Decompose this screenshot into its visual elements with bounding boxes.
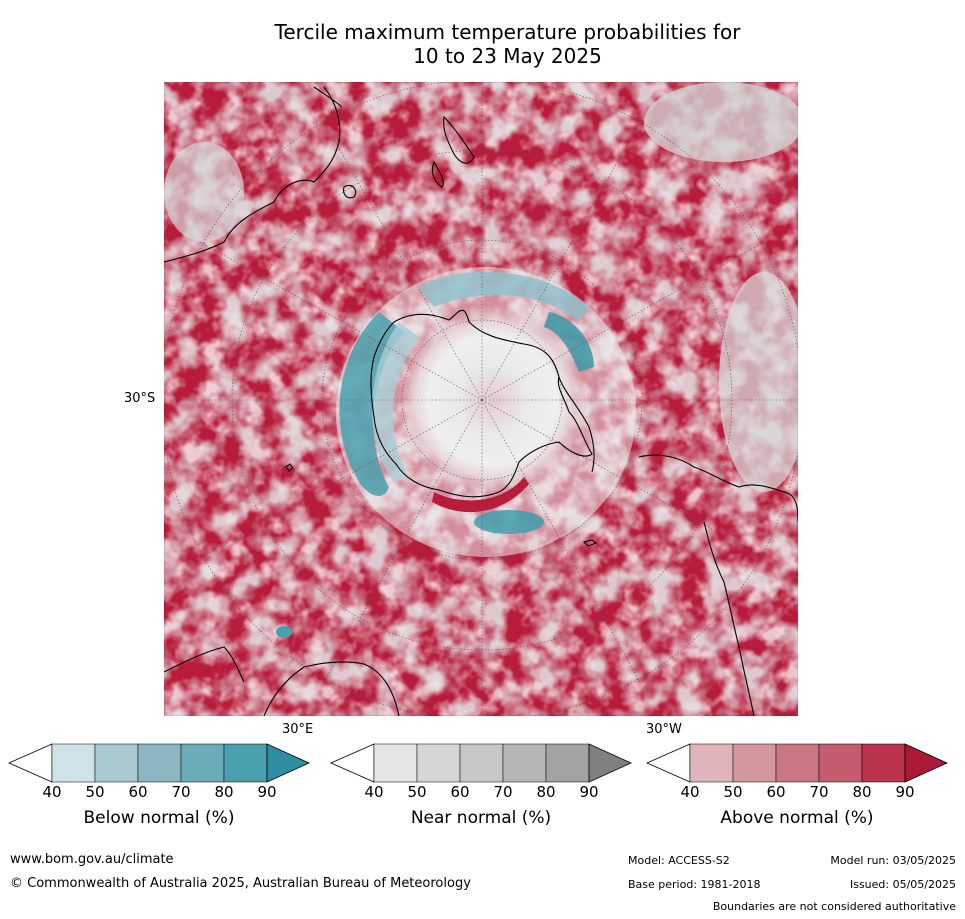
footer-url: www.bom.gov.au/climate <box>10 852 174 867</box>
cbar-below-label: Below normal (%) <box>83 808 235 828</box>
cbar-near-tick-80: 80 <box>536 783 556 801</box>
below-normal-arc-west-light <box>372 322 419 482</box>
cbar-near-tick-70: 70 <box>493 783 513 801</box>
antarctica-coast <box>370 309 593 498</box>
africa-coast <box>164 646 400 716</box>
antarctic-peninsula <box>558 376 595 473</box>
cbar-below-tick-50: 50 <box>85 783 105 801</box>
cbar-below-tick-40: 40 <box>42 783 62 801</box>
footer-disclaimer: Boundaries are not considered authoritat… <box>712 900 956 913</box>
cbar-near-seg-1 <box>373 743 418 783</box>
cbar-near-over <box>588 743 632 783</box>
cbar-near-label: Near normal (%) <box>410 808 552 828</box>
footer-model: Model: ACCESS-S2 <box>628 854 730 867</box>
lat-label-30s: 30°S <box>124 391 156 406</box>
cbar-below-over <box>266 743 310 783</box>
cbar-near-tick-40: 40 <box>364 783 384 801</box>
cbar-near-seg-5 <box>545 743 590 783</box>
lon-label-30w: 30°W <box>646 722 682 737</box>
tasmania-coast <box>343 184 357 199</box>
island-kerguelen <box>285 463 294 472</box>
colorbar-below-normal <box>8 743 310 783</box>
below-normal-dot <box>276 626 292 638</box>
below-normal-arc-west <box>339 312 404 497</box>
cbar-below-tick-60: 60 <box>128 783 148 801</box>
cbar-above-under <box>646 743 691 783</box>
cbar-above-tick-80: 80 <box>852 783 872 801</box>
footer-issued: Issued: 05/05/2025 <box>849 878 956 891</box>
graticule <box>164 82 798 716</box>
cbar-above-tick-90: 90 <box>895 783 915 801</box>
colorbar-above-normal <box>646 743 948 783</box>
map-canvas <box>164 82 798 716</box>
near-normal-patch-w <box>164 142 244 242</box>
below-normal-patch-ne <box>544 312 594 372</box>
cbar-near-seg-2 <box>416 743 461 783</box>
cbar-below-seg-5 <box>223 743 268 783</box>
footer-model-run: Model run: 03/05/2025 <box>830 854 956 867</box>
cbar-above-seg-2 <box>732 743 777 783</box>
map-title: Tercile maximum temperature probabilitie… <box>0 20 965 68</box>
cbar-below-seg-1 <box>51 743 96 783</box>
cbar-above-seg-5 <box>861 743 906 783</box>
colorbar-near-normal <box>330 743 632 783</box>
cbar-above-over <box>904 743 948 783</box>
cbar-near-seg-3 <box>459 743 504 783</box>
cbar-near-under <box>330 743 375 783</box>
cbar-below-seg-3 <box>137 743 182 783</box>
near-normal-patch-e <box>719 272 798 492</box>
cbar-below-tick-90: 90 <box>257 783 277 801</box>
cbar-near-seg-4 <box>502 743 547 783</box>
cbar-near-tick-50: 50 <box>407 783 427 801</box>
new-zealand-coast <box>431 115 475 188</box>
cbar-below-tick-70: 70 <box>171 783 191 801</box>
island-south-georgia <box>582 539 598 547</box>
coastlines <box>164 86 798 716</box>
below-normal-patch-south <box>474 510 544 534</box>
cbar-above-tick-70: 70 <box>809 783 829 801</box>
lon-label-30e: 30°E <box>282 722 314 737</box>
cbar-near-tick-90: 90 <box>579 783 599 801</box>
footer-copyright: © Commonwealth of Australia 2025, Austra… <box>10 876 471 891</box>
cbar-below-seg-2 <box>94 743 139 783</box>
near-normal-patch-ne <box>644 82 798 162</box>
cbar-above-seg-1 <box>689 743 734 783</box>
cbar-below-seg-4 <box>180 743 225 783</box>
title-line-1: Tercile maximum temperature probabilitie… <box>274 20 741 44</box>
cbar-above-tick-50: 50 <box>723 783 743 801</box>
cbar-below-tick-80: 80 <box>214 783 234 801</box>
cbar-above-tick-60: 60 <box>766 783 786 801</box>
above-normal-streak <box>432 477 529 513</box>
footer-base-period: Base period: 1981-2018 <box>628 878 761 891</box>
below-normal-arc-north <box>419 271 589 322</box>
cbar-above-tick-40: 40 <box>680 783 700 801</box>
cbar-above-label: Above normal (%) <box>720 808 874 828</box>
south-america-coast <box>638 454 798 716</box>
cbar-below-under <box>8 743 53 783</box>
title-line-2: 10 to 23 May 2025 <box>413 44 602 68</box>
australia-coast <box>164 86 343 263</box>
polar-map <box>164 82 798 716</box>
cbar-near-tick-60: 60 <box>450 783 470 801</box>
cbar-above-seg-4 <box>818 743 863 783</box>
cbar-above-seg-3 <box>775 743 820 783</box>
